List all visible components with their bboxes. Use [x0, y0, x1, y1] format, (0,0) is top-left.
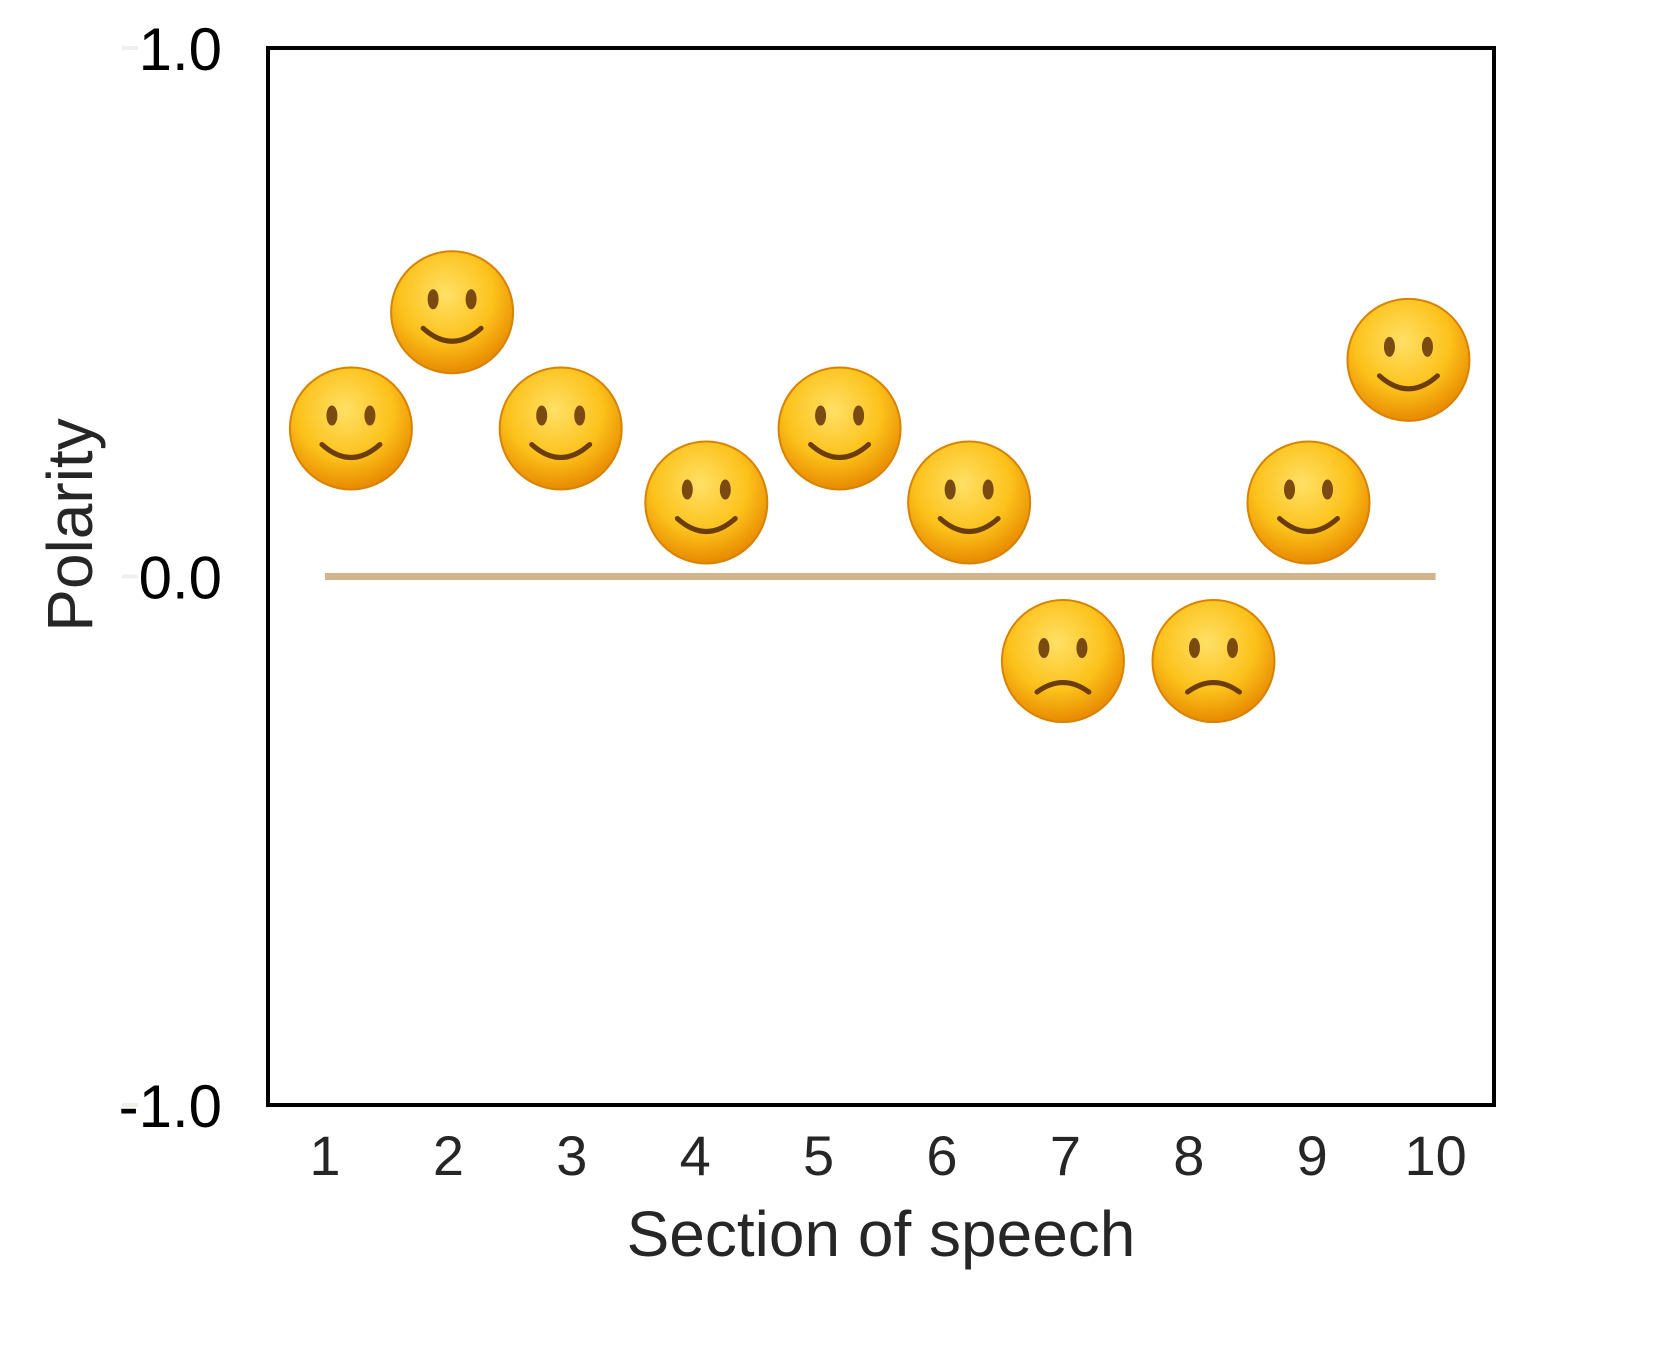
- smiling-face-icon: [1246, 440, 1371, 565]
- x-tick-label: 2: [433, 1124, 464, 1187]
- x-tick-label: 7: [1050, 1124, 1081, 1187]
- data-point: [390, 250, 515, 375]
- y-tick-label: 1.0: [139, 16, 222, 83]
- plot-frame: [266, 46, 1496, 1107]
- data-point: [1246, 440, 1371, 565]
- smiling-face-icon: [777, 366, 902, 491]
- y-tick-label: -1.0: [119, 1073, 222, 1140]
- x-tick-label: 9: [1297, 1124, 1328, 1187]
- x-tick-label: 1: [309, 1124, 340, 1187]
- data-point: [777, 366, 902, 491]
- frowning-face-icon: [1000, 599, 1125, 724]
- x-tick-label: 5: [803, 1124, 834, 1187]
- data-point: [1346, 297, 1471, 422]
- data-point: [288, 366, 413, 491]
- smiling-face-icon: [390, 250, 515, 375]
- smiling-face-icon: [907, 440, 1032, 565]
- smiling-face-icon: [288, 366, 413, 491]
- x-tick-label: 6: [926, 1124, 957, 1187]
- data-point: [1000, 599, 1125, 724]
- smiling-face-icon: [1346, 297, 1471, 422]
- x-tick-label: 10: [1404, 1124, 1466, 1187]
- x-tick-label: 3: [556, 1124, 587, 1187]
- x-tick-label: 8: [1173, 1124, 1204, 1187]
- data-point: [907, 440, 1032, 565]
- y-tick-label: 0.0: [139, 545, 222, 612]
- data-point: [498, 366, 623, 491]
- data-point: [1151, 599, 1276, 724]
- smiling-face-icon: [498, 366, 623, 491]
- y-axis-label: Polarity: [34, 418, 106, 631]
- x-axis-label: Section of speech: [627, 1198, 1136, 1270]
- smiling-face-icon: [644, 440, 769, 565]
- frowning-face-icon: [1151, 599, 1276, 724]
- x-tick-label: 4: [680, 1124, 711, 1187]
- data-point: [644, 440, 769, 565]
